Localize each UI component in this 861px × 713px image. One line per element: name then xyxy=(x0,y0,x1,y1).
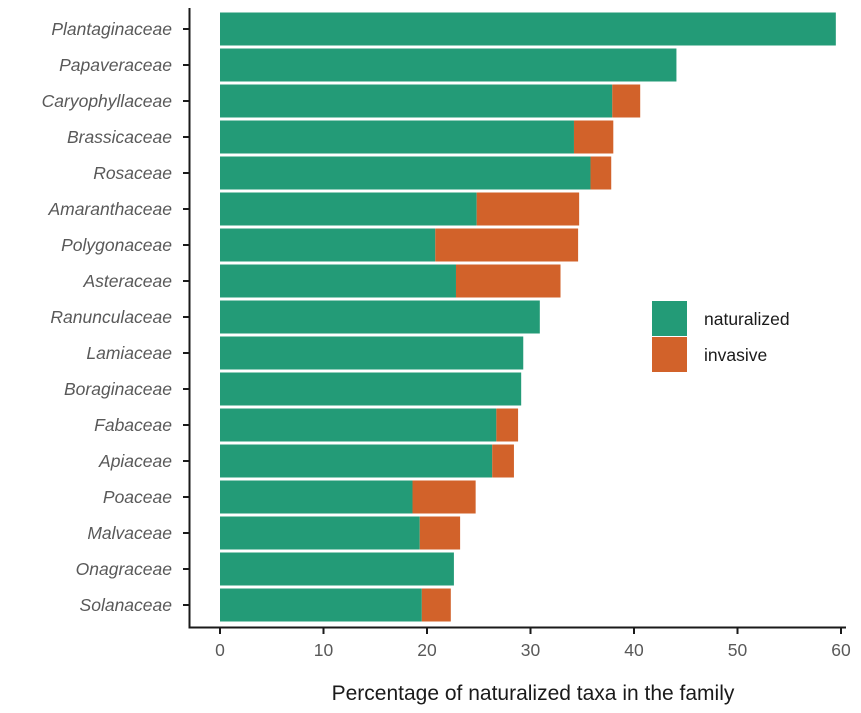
y-tick-label: Lamiaceae xyxy=(86,343,172,363)
bar-malvaceae-invasive xyxy=(419,516,461,550)
x-tick-label: 0 xyxy=(215,640,225,660)
bar-asteraceae-invasive xyxy=(455,264,561,298)
y-tick-label: Ranunculaceae xyxy=(50,307,172,327)
y-tick-label: Onagraceae xyxy=(76,559,173,579)
y-axis-labels: Plantaginaceae Papaveraceae Caryophyllacea… xyxy=(42,19,189,615)
y-tick-label: Polygonaceae xyxy=(61,235,172,255)
legend-label-invasive: invasive xyxy=(704,345,767,365)
y-tick-label: Rosaceae xyxy=(93,163,172,183)
x-tick-label: 40 xyxy=(624,640,644,660)
bar-malvaceae-naturalized xyxy=(220,516,420,550)
bar-poaceae-invasive xyxy=(412,480,476,514)
legend-label-naturalized: naturalized xyxy=(704,309,790,329)
bars-layer xyxy=(220,12,836,622)
bar-caryophyllaceae-naturalized xyxy=(220,84,613,118)
y-tick-label: Poaceae xyxy=(103,487,172,507)
bar-lamiaceae-naturalized xyxy=(220,336,524,370)
legend-swatch-naturalized xyxy=(652,301,687,336)
bar-boraginaceae-naturalized xyxy=(220,372,522,406)
y-tick-label: Brassicaceae xyxy=(67,127,172,147)
y-tick-label: Apiaceae xyxy=(98,451,172,471)
y-tick-label: Malvaceae xyxy=(87,523,172,543)
y-tick-label: Plantaginaceae xyxy=(51,19,172,39)
bar-polygonaceae-naturalized xyxy=(220,228,436,262)
x-tick-label: 30 xyxy=(521,640,541,660)
legend: naturalized invasive xyxy=(652,301,790,372)
y-tick-label: Solanaceae xyxy=(80,595,173,615)
x-tick-label: 20 xyxy=(417,640,437,660)
bar-ranunculaceae-naturalized xyxy=(220,300,540,334)
y-tick-label: Fabaceae xyxy=(94,415,172,435)
x-axis-ticks: 0 10 20 30 40 50 60 xyxy=(215,628,851,660)
bar-solanaceae-invasive xyxy=(421,588,451,622)
y-tick-label: Boraginaceae xyxy=(64,379,172,399)
y-tick-label: Caryophyllaceae xyxy=(42,91,173,111)
bar-papaveraceae-naturalized xyxy=(220,48,677,82)
bar-solanaceae-naturalized xyxy=(220,588,422,622)
y-tick-label: Asteraceae xyxy=(82,271,172,291)
bar-onagraceae-naturalized xyxy=(220,552,454,586)
bar-asteraceae-naturalized xyxy=(220,264,456,298)
y-tick-label: Amaranthaceae xyxy=(47,199,172,219)
x-tick-label: 50 xyxy=(728,640,748,660)
bar-rosaceae-invasive xyxy=(590,156,612,190)
bar-brassicaceae-invasive xyxy=(573,120,614,154)
bar-amaranthaceae-invasive xyxy=(476,192,580,226)
x-tick-label: 10 xyxy=(314,640,334,660)
bar-fabaceae-naturalized xyxy=(220,408,497,442)
bar-brassicaceae-naturalized xyxy=(220,120,574,154)
x-axis-title: Percentage of naturalized taxa in the fa… xyxy=(332,682,735,705)
bar-caryophyllaceae-invasive xyxy=(612,84,641,118)
y-tick-label: Papaveraceae xyxy=(59,55,172,75)
bar-polygonaceae-invasive xyxy=(435,228,579,262)
bar-amaranthaceae-naturalized xyxy=(220,192,477,226)
bar-apiaceae-invasive xyxy=(492,444,514,478)
bar-fabaceae-invasive xyxy=(496,408,519,442)
bar-rosaceae-naturalized xyxy=(220,156,591,190)
legend-swatch-invasive xyxy=(652,337,687,372)
x-tick-label: 60 xyxy=(831,640,851,660)
bar-plantaginaceae-naturalized xyxy=(220,12,836,46)
bar-poaceae-naturalized xyxy=(220,480,413,514)
bar-apiaceae-naturalized xyxy=(220,444,493,478)
